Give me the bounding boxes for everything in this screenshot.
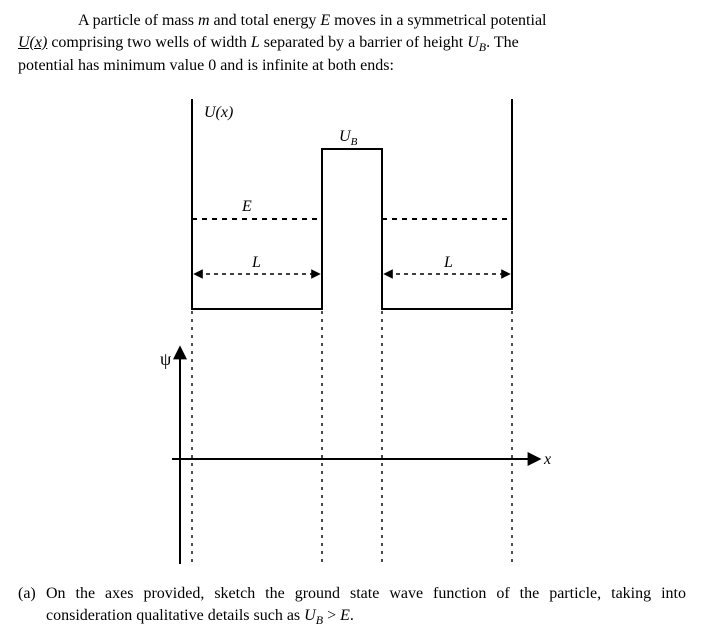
- part-text: On the axes provided, sketch the ground …: [46, 583, 686, 628]
- vertical-guides: [192, 311, 512, 564]
- txt: comprising two wells of width: [47, 34, 251, 51]
- txt: A particle of mass: [78, 12, 198, 29]
- potential-diagram: U(x) UB E L L: [122, 89, 582, 569]
- label-x: x: [543, 451, 551, 468]
- var-UB: U: [304, 607, 316, 624]
- diagram-container: U(x) UB E L L: [18, 89, 686, 569]
- var-L: L: [251, 34, 260, 51]
- intro-line-3: potential has minimum value 0 and is inf…: [18, 55, 686, 77]
- var-UB-sub: B: [316, 613, 323, 627]
- var-E: E: [320, 12, 330, 29]
- label-UB: UB: [339, 128, 358, 148]
- txt: . The: [486, 34, 519, 51]
- intro-line-2: U(x) comprising two wells of width L sep…: [18, 32, 686, 55]
- txt: and total energy: [210, 12, 321, 29]
- part-marker: (a): [18, 583, 46, 628]
- label-L-right: L: [443, 254, 453, 271]
- label-Ux: U(x): [204, 104, 233, 121]
- potential-curve: [192, 99, 512, 309]
- var-UB: U: [467, 34, 479, 51]
- txt: moves in a symmetrical potential: [330, 12, 546, 29]
- var-Ux: U(x): [18, 34, 47, 51]
- label-psi: ψ: [160, 349, 172, 369]
- var-m: m: [198, 12, 210, 29]
- label-E: E: [241, 198, 252, 215]
- intro-line-1: A particle of mass m and total energy E …: [18, 10, 686, 32]
- label-L-left: L: [251, 254, 261, 271]
- txt: >: [323, 607, 340, 624]
- var-E: E: [340, 607, 350, 624]
- txt: .: [350, 607, 354, 624]
- txt: separated by a barrier of height: [260, 34, 467, 51]
- txt: On the axes provided, sketch the ground …: [46, 585, 686, 624]
- psi-axes: [172, 351, 536, 564]
- question-part-a: (a) On the axes provided, sketch the gro…: [18, 583, 686, 628]
- problem-statement: A particle of mass m and total energy E …: [18, 10, 686, 77]
